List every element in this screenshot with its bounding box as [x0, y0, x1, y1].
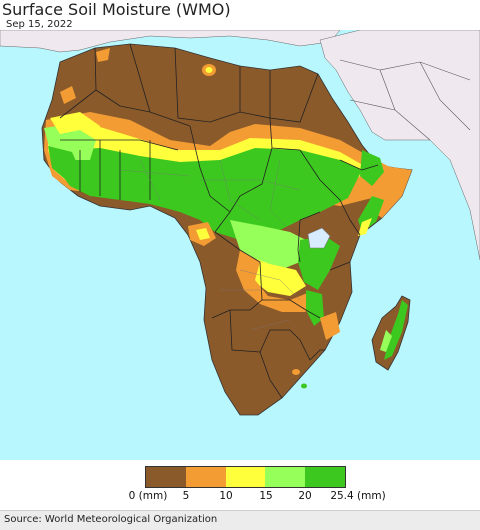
- legend-swatch-5-10: [185, 467, 226, 487]
- source-credit: Source: World Meteorological Organizatio…: [4, 514, 218, 525]
- central-wet-band: [58, 148, 362, 240]
- central-highmid-patch: [230, 220, 310, 270]
- legend-swatch-20-25: [305, 467, 345, 487]
- legend-tick-label: 25.4 (mm): [330, 490, 386, 502]
- algeria-coast-spot: [60, 86, 76, 104]
- mozambique-low: [320, 312, 340, 340]
- middle-east-borders: [339, 59, 471, 141]
- middle-east-landmass: [319, 30, 480, 261]
- kenya-coast-mid: [358, 218, 372, 236]
- lake-victoria: [307, 227, 331, 249]
- libya-spot-inner: [205, 67, 213, 73]
- malawi-wet: [306, 290, 324, 326]
- central-mid-patch: [248, 256, 306, 296]
- madagascar-east-mid: [380, 330, 392, 352]
- legend-ticks: 0 (mm) 5 10 15 20 25.4 (mm): [0, 490, 480, 504]
- country-borders: [59, 43, 379, 399]
- soil-moisture-map: [0, 30, 480, 460]
- legend-swatch-10-15: [225, 467, 266, 487]
- legend-tick-label: 5: [182, 490, 190, 502]
- south-africa-spot-2: [301, 383, 307, 389]
- legend-colorbar: [145, 466, 346, 488]
- madagascar-east-wet: [384, 300, 408, 360]
- central-low-patch: [236, 250, 320, 312]
- west-coast-yellow: [50, 112, 100, 140]
- admin-borders: [119, 159, 301, 331]
- east-africa-wet: [298, 236, 340, 290]
- horn-wet-coast: [360, 150, 384, 186]
- footer-bar: Source: World Meteorological Organizatio…: [0, 510, 480, 530]
- west-coast-green: [48, 146, 80, 180]
- legend-tick-label: 15: [259, 490, 273, 502]
- morocco-spot: [96, 48, 110, 62]
- legend-tick-label: 0 (mm): [128, 490, 168, 502]
- gabon-mid: [196, 228, 210, 240]
- legend-swatch-0-5: [146, 467, 186, 487]
- map-title: Surface Soil Moisture (WMO): [2, 0, 231, 19]
- legend-swatch-15-20: [265, 467, 306, 487]
- south-africa-spot: [292, 369, 300, 375]
- legend-tick-label: 10: [219, 490, 233, 502]
- map-date: Sep 15, 2022: [6, 19, 73, 30]
- legend-tick-label: 20: [298, 490, 312, 502]
